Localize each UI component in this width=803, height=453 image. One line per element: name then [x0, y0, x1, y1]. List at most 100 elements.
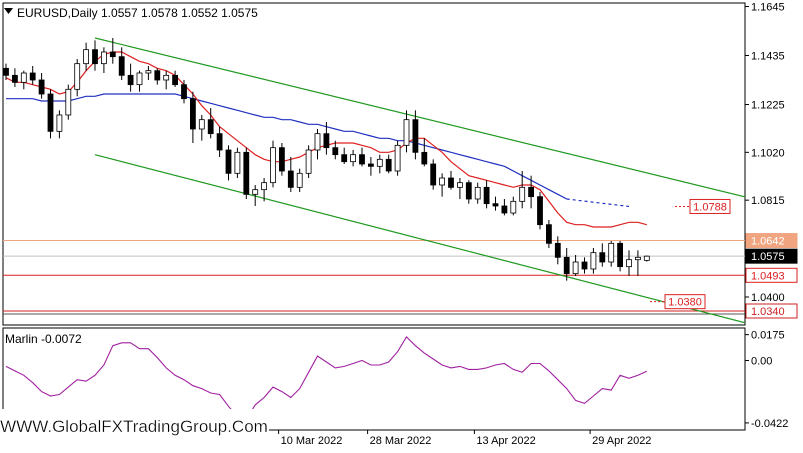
candle-body-down [3, 67, 9, 76]
candle [11, 68, 18, 87]
candle [430, 159, 437, 190]
candle [287, 157, 294, 192]
candle [198, 115, 205, 141]
candle-body-up [350, 154, 357, 163]
candle [483, 180, 490, 209]
candle [101, 47, 107, 73]
candle [421, 138, 428, 167]
candle-body-up [234, 151, 241, 174]
price-level-box-1.0575 [745, 248, 798, 264]
candle-body-down [287, 170, 294, 188]
candle [474, 182, 481, 204]
candle-body-down [278, 147, 285, 172]
candle [136, 70, 143, 92]
candle-body-up [136, 72, 143, 86]
candle [163, 70, 170, 90]
target-box-1.0380 [664, 294, 706, 310]
candle-body-down [38, 79, 45, 95]
watermark-text: WWW.GlobalFXTradingGroup.Com [0, 417, 268, 436]
candle-body-up [314, 133, 321, 151]
candle [528, 175, 534, 209]
candle-body-down [599, 252, 606, 263]
candle-body-up [65, 88, 72, 116]
time-tick-label: 13 Apr 2022 [476, 435, 535, 447]
candle-body-up [572, 261, 579, 275]
candle-body-up [101, 51, 107, 65]
indicator-tick-label: -0.0422 [751, 418, 788, 430]
candle [145, 66, 152, 80]
candle-body-up [198, 119, 205, 130]
candle-body-up [74, 63, 81, 90]
candle-body-down [448, 177, 454, 188]
candle-body-down [332, 147, 339, 156]
candle-body-down [181, 84, 187, 100]
candle [118, 47, 125, 80]
marlin-line [5, 336, 648, 421]
marlin-indicator-title: Marlin -0.0072 [5, 332, 82, 346]
candle [65, 84, 72, 120]
candle [456, 178, 463, 199]
candle-body-up [439, 177, 446, 186]
price-tick-label: 1.0400 [751, 292, 785, 304]
price-tick-label: 1.1020 [751, 147, 785, 159]
candle [323, 122, 330, 155]
candle-body-up [590, 252, 597, 270]
price-tick-label: 1.1645 [751, 2, 785, 14]
candle-body-down [11, 74, 18, 83]
candle-body-down [465, 182, 472, 200]
candle [439, 173, 446, 197]
candle [590, 248, 597, 274]
candle [172, 70, 179, 87]
moving-average-blue [6, 93, 567, 200]
candle [367, 157, 374, 176]
candle [47, 89, 54, 139]
candle [359, 147, 365, 167]
candle-body-up [474, 186, 481, 200]
candle-body-up [83, 49, 89, 65]
candle [563, 248, 570, 281]
candle [38, 73, 45, 99]
candle-body-down [367, 163, 374, 167]
candle [207, 108, 214, 139]
price-level-label-1.0493: 1.0493 [751, 270, 785, 282]
marlin-indicator-pane [2, 327, 746, 431]
candle [546, 220, 552, 248]
price-level-label-1.0642: 1.0642 [751, 236, 785, 248]
candle-body-down [341, 154, 348, 163]
candle [127, 63, 134, 92]
indicator-tick-label: 0.00 [751, 356, 772, 368]
candle-body-up [608, 242, 615, 263]
main-pane-border [2, 2, 746, 326]
candle [74, 59, 81, 97]
candle-body-up [510, 200, 517, 214]
candle-body-down [189, 98, 196, 130]
candle-body-up [456, 182, 463, 188]
price-tick-label: 1.0815 [751, 195, 785, 207]
candle [608, 241, 615, 267]
candle-body-down [546, 224, 552, 244]
candle-body-down [412, 119, 419, 153]
candle-body-down [492, 203, 499, 207]
candle [109, 38, 116, 64]
candle [314, 129, 321, 160]
candle [635, 250, 641, 276]
target-box-1.0788 [689, 198, 731, 214]
candle [537, 192, 543, 230]
candle [350, 150, 357, 167]
price-level-box-1.0340 [745, 303, 798, 319]
candle-body-up [296, 172, 303, 188]
chart-menu-triangle-icon[interactable] [4, 8, 13, 14]
watermark-box [0, 409, 269, 442]
candle [305, 145, 312, 178]
candle [572, 255, 579, 276]
candle-body-down [323, 133, 330, 149]
candle-body-up [270, 147, 276, 184]
candle-body-down [216, 133, 223, 151]
candle-body-down [29, 72, 36, 81]
candle-body-down [421, 151, 428, 165]
candle [243, 147, 250, 199]
candle [643, 255, 650, 262]
candle-body-down [617, 242, 623, 268]
candle [501, 199, 508, 216]
candle [385, 154, 392, 174]
